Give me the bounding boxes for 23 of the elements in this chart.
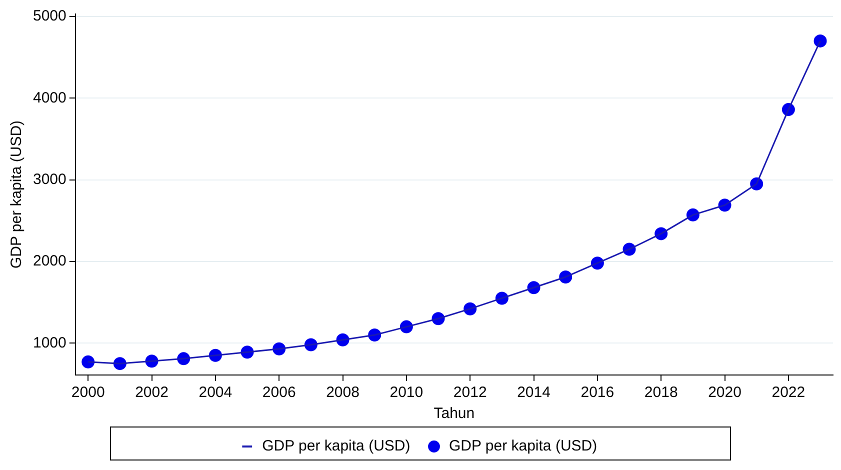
x-tick-label: 2014	[517, 384, 550, 402]
x-tick-label: 2002	[135, 384, 168, 402]
x-tick-label: 2006	[262, 384, 296, 402]
point	[814, 34, 827, 48]
x-tick-label: 2016	[580, 384, 614, 402]
x-tick-label: 2012	[453, 384, 487, 402]
x-tick-label: 2004	[198, 384, 232, 402]
y-tick-label: 3000	[32, 170, 66, 188]
legend-label: GDP per kapita (USD)	[449, 438, 598, 455]
x-tick-label: 2008	[326, 384, 360, 402]
y-tick-label: 1000	[32, 334, 66, 352]
point	[82, 355, 95, 368]
y-tick-label: 5000	[32, 8, 66, 25]
y-tick-label: 4000	[32, 89, 66, 106]
legend-label: GDP per kapita (USD)	[262, 438, 410, 455]
x-tick-label: 2020	[708, 384, 742, 402]
x-axis-title: Tahun	[434, 405, 475, 422]
x-tick-label: 2018	[644, 384, 678, 402]
y-tick-label: 2000	[32, 252, 66, 270]
x-tick-label: 2022	[772, 384, 806, 402]
x-tick-label: 2010	[390, 384, 424, 402]
y-axis-title: GDP per kapita (USD)	[8, 120, 26, 269]
x-tick-label: 2000	[71, 384, 105, 402]
